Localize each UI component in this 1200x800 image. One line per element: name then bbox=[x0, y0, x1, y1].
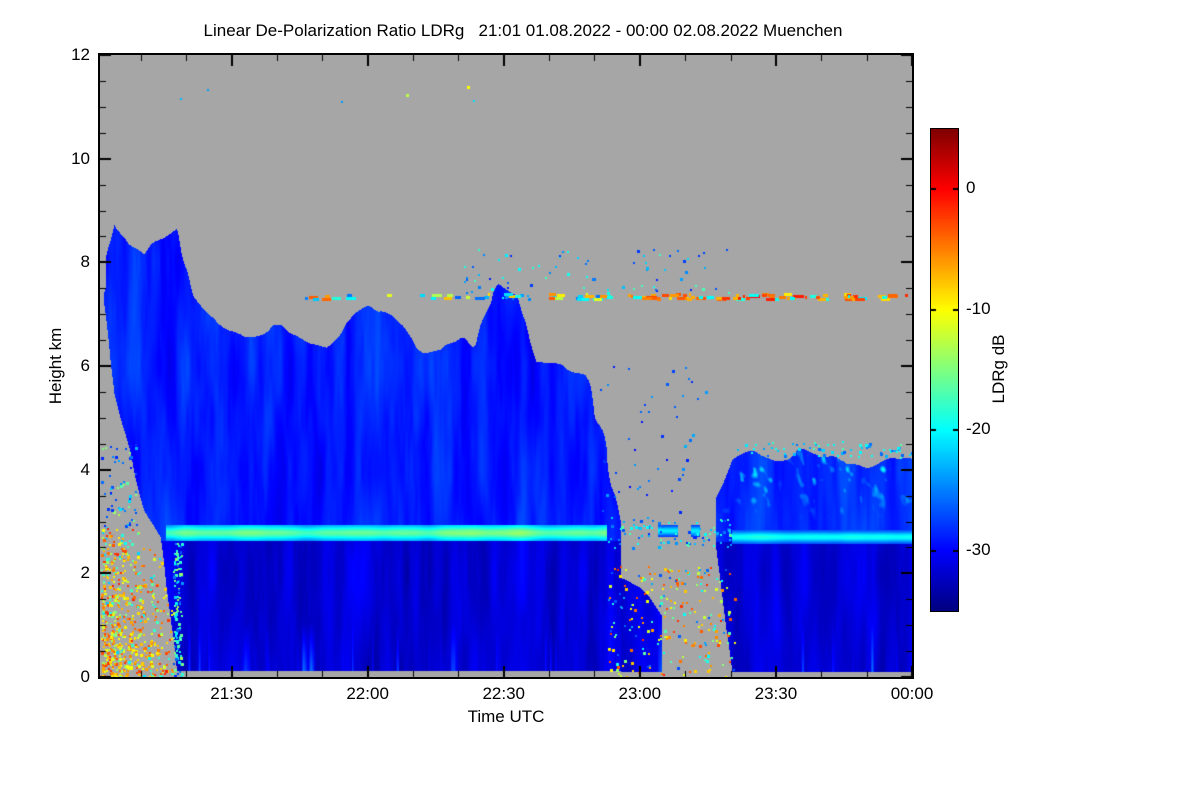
x-tick-label: 23:00 bbox=[618, 684, 662, 703]
x-tick-label: 21:30 bbox=[210, 684, 253, 703]
x-tick-label: 22:00 bbox=[346, 684, 389, 703]
colorbar bbox=[930, 128, 959, 612]
heatmap-canvas bbox=[100, 55, 912, 677]
y-tick-label: 0 bbox=[80, 667, 90, 686]
chart-title: Linear De-Polarization Ratio LDRg 21:01 … bbox=[203, 21, 843, 40]
x-tick-label: 22:30 bbox=[482, 684, 525, 703]
plot-area bbox=[98, 53, 914, 679]
colorbar-tick-label: -10 bbox=[966, 299, 991, 318]
colorbar-tick-label: -30 bbox=[966, 540, 991, 559]
x-axis-title: Time UTC bbox=[467, 707, 545, 726]
colorbar-title: LDRg dB bbox=[989, 334, 1008, 404]
y-tick-label: 10 bbox=[71, 148, 90, 168]
colorbar-tick-label: 0 bbox=[966, 178, 976, 197]
x-tick-label: 00:00 bbox=[890, 684, 934, 703]
y-tick-label: 2 bbox=[80, 563, 90, 583]
colorbar-tick-label: -20 bbox=[966, 419, 991, 438]
x-tick-label: 23:30 bbox=[754, 684, 798, 703]
y-tick-label: 6 bbox=[80, 356, 90, 375]
y-tick-label: 4 bbox=[80, 459, 90, 479]
y-tick-label: 8 bbox=[80, 252, 90, 272]
y-tick-label: 12 bbox=[71, 45, 90, 64]
